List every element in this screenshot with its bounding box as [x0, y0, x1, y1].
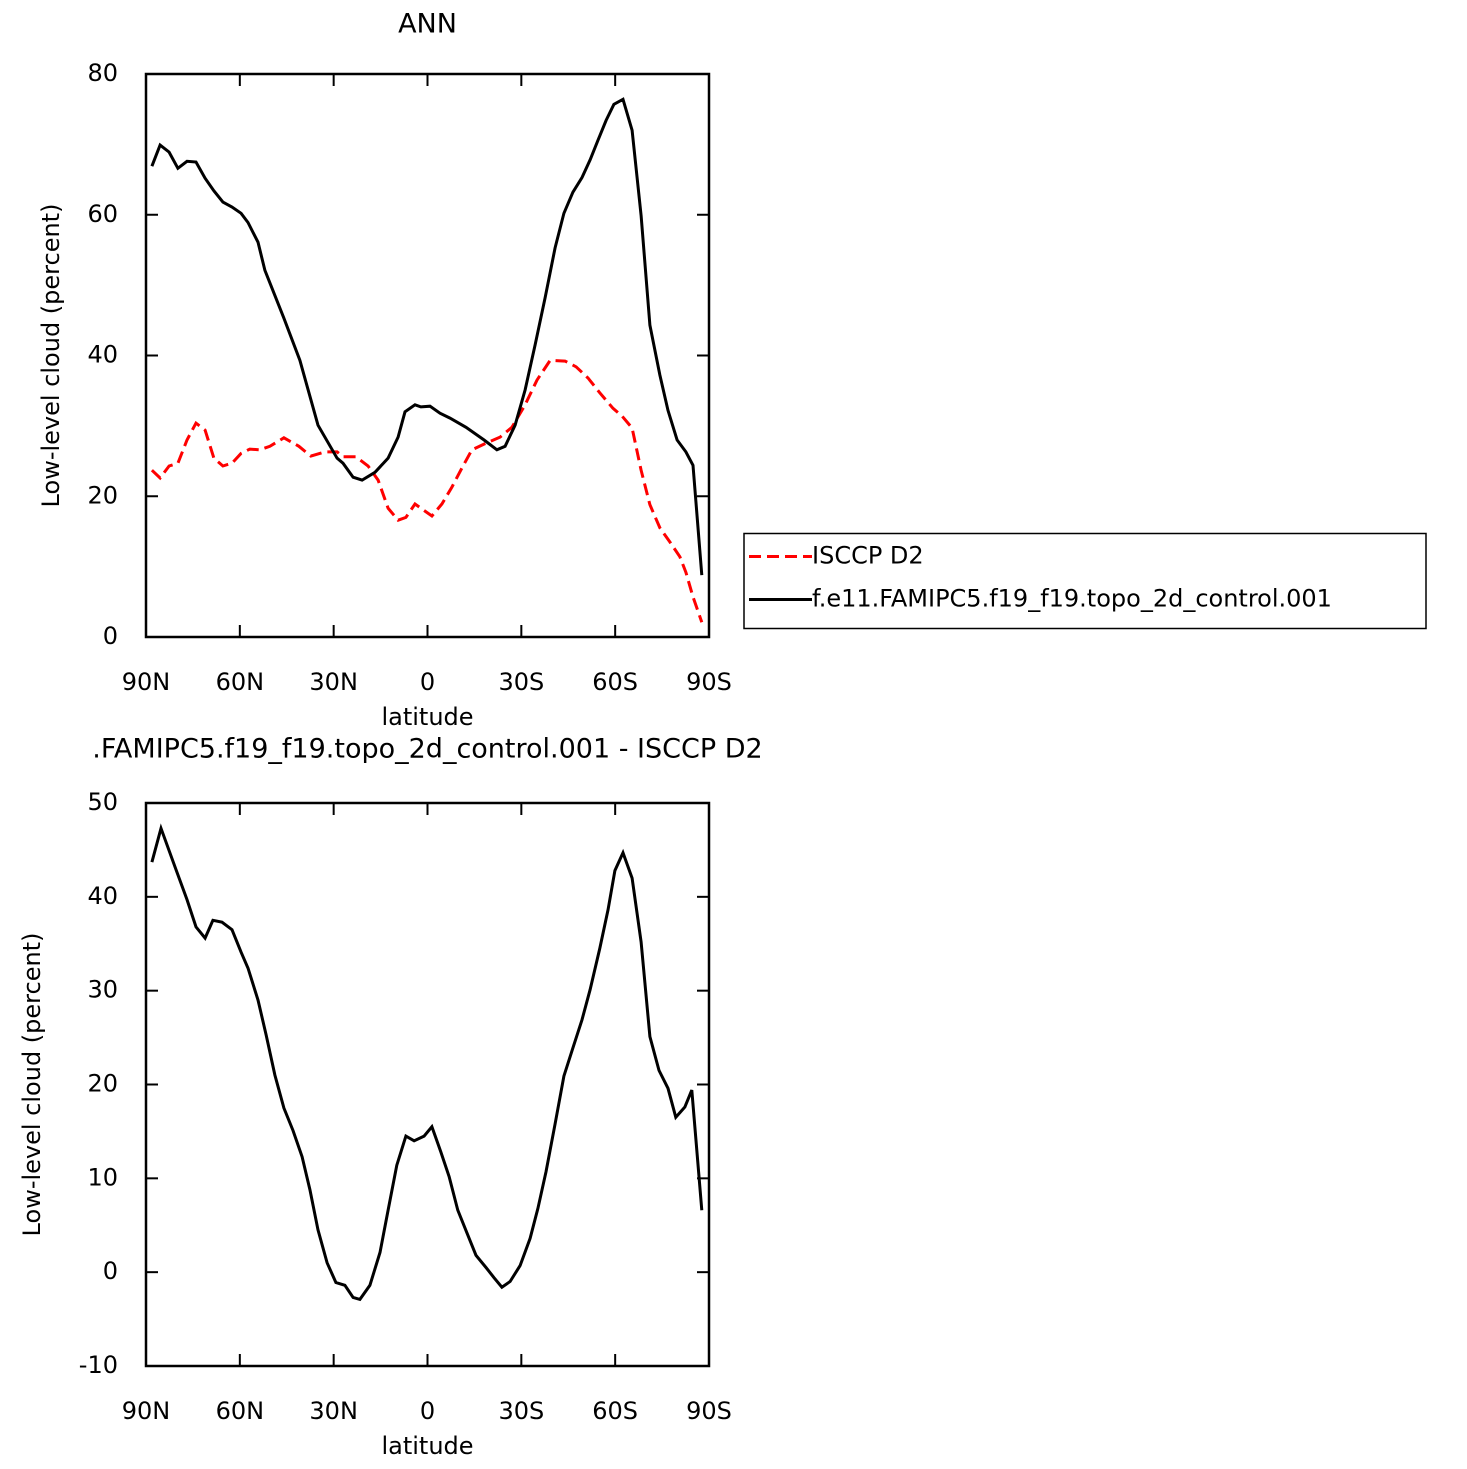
x-tick-label: 90S — [686, 668, 732, 696]
legend-label: ISCCP D2 — [812, 542, 924, 570]
legend-label: f.e11.FAMIPC5.f19_f19.topo_2d_control.00… — [812, 585, 1332, 613]
x-tick-label: 90N — [122, 1397, 171, 1425]
y-tick-label: 0 — [103, 622, 118, 650]
y-tick-label: 20 — [87, 1070, 118, 1098]
x-tick-label: 60S — [592, 1397, 638, 1425]
data-line — [150, 358, 704, 623]
x-tick-label: 60N — [216, 668, 265, 696]
chart-title: ANN — [398, 9, 457, 40]
y-tick-label: 10 — [87, 1163, 118, 1191]
data-line — [150, 823, 704, 1302]
chart-title: .FAMIPC5.f19_f19.topo_2d_control.001 - I… — [92, 734, 762, 765]
x-tick-label: 0 — [420, 668, 435, 696]
y-tick-label: 80 — [87, 59, 118, 87]
x-axis-label: latitude — [381, 703, 473, 731]
plot-frame — [144, 801, 711, 1368]
x-axis-label: latitude — [381, 1432, 473, 1460]
y-tick-label: 30 — [87, 976, 118, 1004]
y-tick-label: 40 — [87, 882, 118, 910]
plot-frame — [144, 72, 711, 639]
y-tick-label: -10 — [79, 1351, 118, 1379]
x-tick-label: 60N — [216, 1397, 265, 1425]
x-tick-label: 90N — [122, 668, 171, 696]
x-tick-label: 60S — [592, 668, 638, 696]
data-line — [150, 97, 704, 576]
x-tick-label: 90S — [686, 1397, 732, 1425]
x-tick-label: 30S — [498, 1397, 544, 1425]
y-tick-label: 0 — [103, 1257, 118, 1285]
y-tick-label: 20 — [87, 481, 118, 509]
y-tick-label: 60 — [87, 200, 118, 228]
x-tick-label: 30N — [309, 668, 358, 696]
x-tick-label: 30N — [309, 1397, 358, 1425]
legend-box — [743, 532, 1427, 630]
x-tick-label: 30S — [498, 668, 544, 696]
y-axis-label: Low-level cloud (percent) — [18, 933, 46, 1237]
y-tick-label: 40 — [87, 341, 118, 369]
x-tick-label: 0 — [420, 1397, 435, 1425]
y-tick-label: 50 — [87, 788, 118, 816]
y-axis-label: Low-level cloud (percent) — [37, 204, 65, 508]
